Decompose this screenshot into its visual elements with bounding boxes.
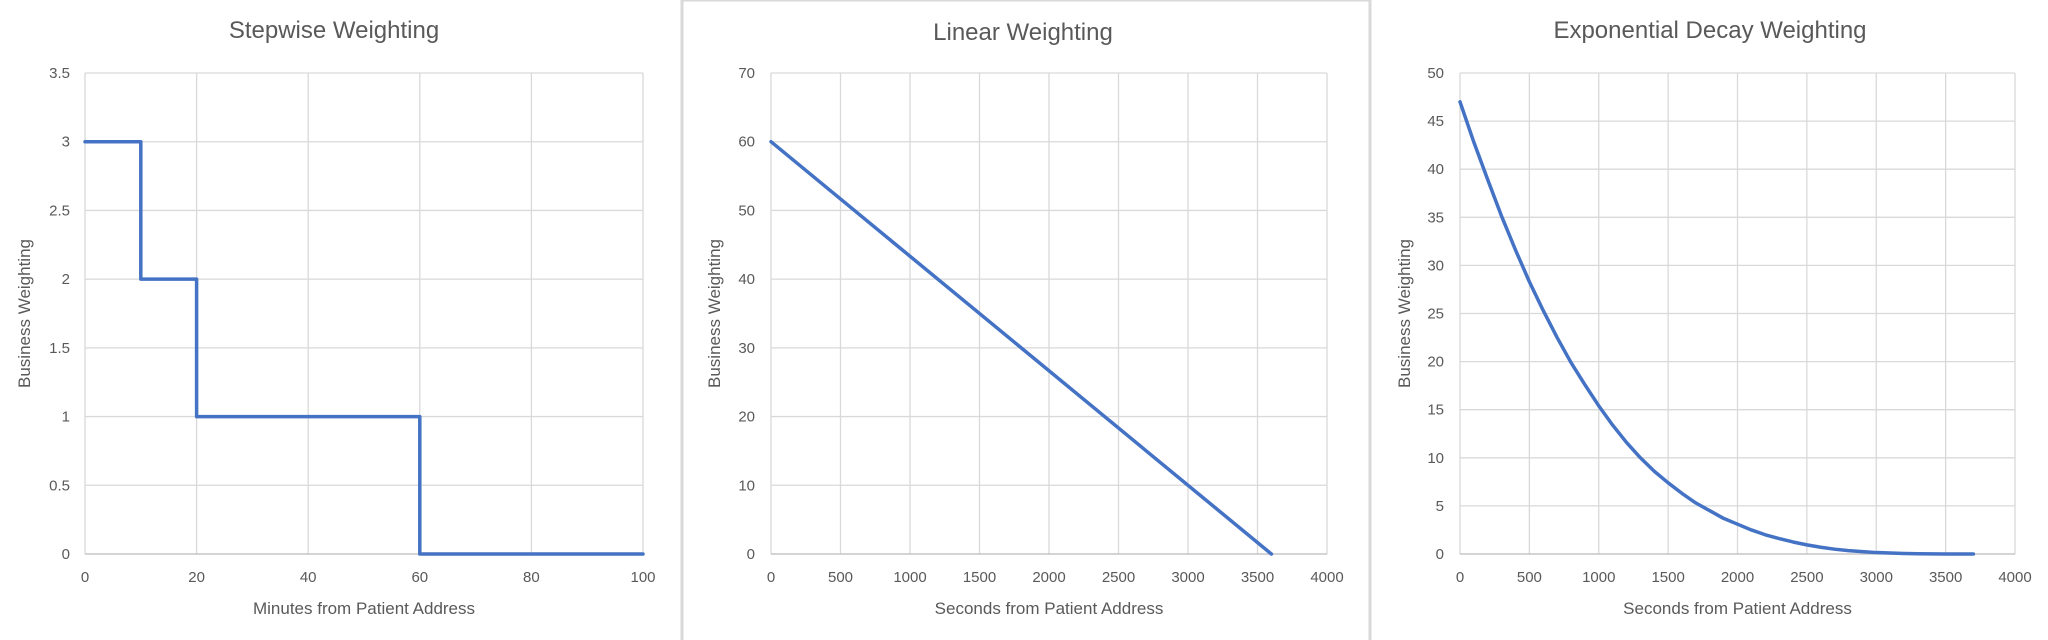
y-tick-label: 3 [62, 134, 70, 151]
y-tick-label: 0.5 [49, 477, 70, 494]
y-axis-label: Business Weighting [15, 239, 34, 388]
x-axis-label: Seconds from Patient Address [1623, 599, 1852, 618]
y-tick-label: 40 [738, 271, 755, 288]
selected-chart-frame [680, 0, 1372, 640]
y-tick-label: 60 [738, 134, 755, 151]
y-tick-label: 10 [1427, 450, 1444, 467]
y-tick-label: 35 [1427, 209, 1444, 226]
x-tick-label: 3000 [1171, 569, 1204, 586]
chart-2: 0 10 20 30 40 50 60 70 0 500 1000 1500 2000 2500 3000 3… [705, 19, 1344, 618]
y-tick-label: 2.5 [49, 202, 70, 219]
x-tick-label: 500 [828, 569, 853, 586]
chart-1: 0 0.5 1 1.5 2 2.5 3 3.5 0 20 40 60 80 100 Stepwise Wei… [15, 17, 656, 618]
x-tick-label: 0 [81, 569, 89, 586]
x-tick-label: 4000 [1310, 569, 1343, 586]
x-tick-label: 500 [1517, 569, 1542, 586]
y-tick-label: 25 [1427, 306, 1444, 323]
x-tick-label: 40 [300, 569, 317, 586]
x-axis-label: Minutes from Patient Address [253, 599, 475, 618]
y-tick-label: 30 [1427, 257, 1444, 274]
y-axis-label: Business Weighting [1395, 239, 1414, 388]
y-tick-label: 30 [738, 340, 755, 357]
y-tick-label: 0 [1436, 546, 1444, 563]
y-tick-label: 20 [738, 409, 755, 426]
x-tick-label: 3500 [1241, 569, 1274, 586]
x-tick-label: 80 [523, 569, 540, 586]
chart-title: Stepwise Weighting [229, 17, 439, 44]
x-tick-label: 1500 [1651, 569, 1684, 586]
data-series-line [769, 139, 1274, 556]
data-series-line [1458, 100, 1976, 556]
y-tick-label: 2 [62, 271, 70, 288]
y-tick-label: 0 [747, 546, 755, 563]
x-tick-label: 2500 [1102, 569, 1135, 586]
x-tick-label: 100 [630, 569, 655, 586]
y-tick-label: 3.5 [49, 65, 70, 82]
x-tick-label: 20 [188, 569, 205, 586]
y-tick-label: 0 [62, 546, 70, 563]
x-tick-label: 2500 [1790, 569, 1823, 586]
chart-title: Exponential Decay Weighting [1553, 17, 1866, 44]
x-tick-label: 2000 [1032, 569, 1065, 586]
y-tick-label: 1 [62, 409, 70, 426]
y-tick-label: 40 [1427, 161, 1444, 178]
y-axis-label: Business Weighting [705, 239, 724, 388]
y-tick-label: 50 [1427, 65, 1444, 82]
y-tick-label: 70 [738, 65, 755, 82]
x-tick-label: 1000 [893, 569, 926, 586]
x-tick-label: 0 [767, 569, 775, 586]
x-tick-label: 1000 [1582, 569, 1615, 586]
x-tick-label: 4000 [1998, 569, 2031, 586]
x-tick-label: 3500 [1929, 569, 1962, 586]
chart-title: Linear Weighting [933, 19, 1113, 46]
data-series-line [83, 139, 645, 556]
x-axis-label: Seconds from Patient Address [935, 599, 1164, 618]
y-tick-label: 1.5 [49, 340, 70, 357]
y-tick-label: 50 [738, 202, 755, 219]
x-tick-label: 0 [1456, 569, 1464, 586]
x-tick-label: 1500 [963, 569, 996, 586]
x-tick-label: 3000 [1860, 569, 1893, 586]
y-tick-label: 10 [738, 477, 755, 494]
y-tick-label: 45 [1427, 113, 1444, 130]
x-tick-label: 2000 [1721, 569, 1754, 586]
y-tick-label: 20 [1427, 354, 1444, 371]
x-tick-label: 60 [411, 569, 428, 586]
y-tick-label: 5 [1436, 498, 1444, 515]
y-tick-label: 15 [1427, 402, 1444, 419]
